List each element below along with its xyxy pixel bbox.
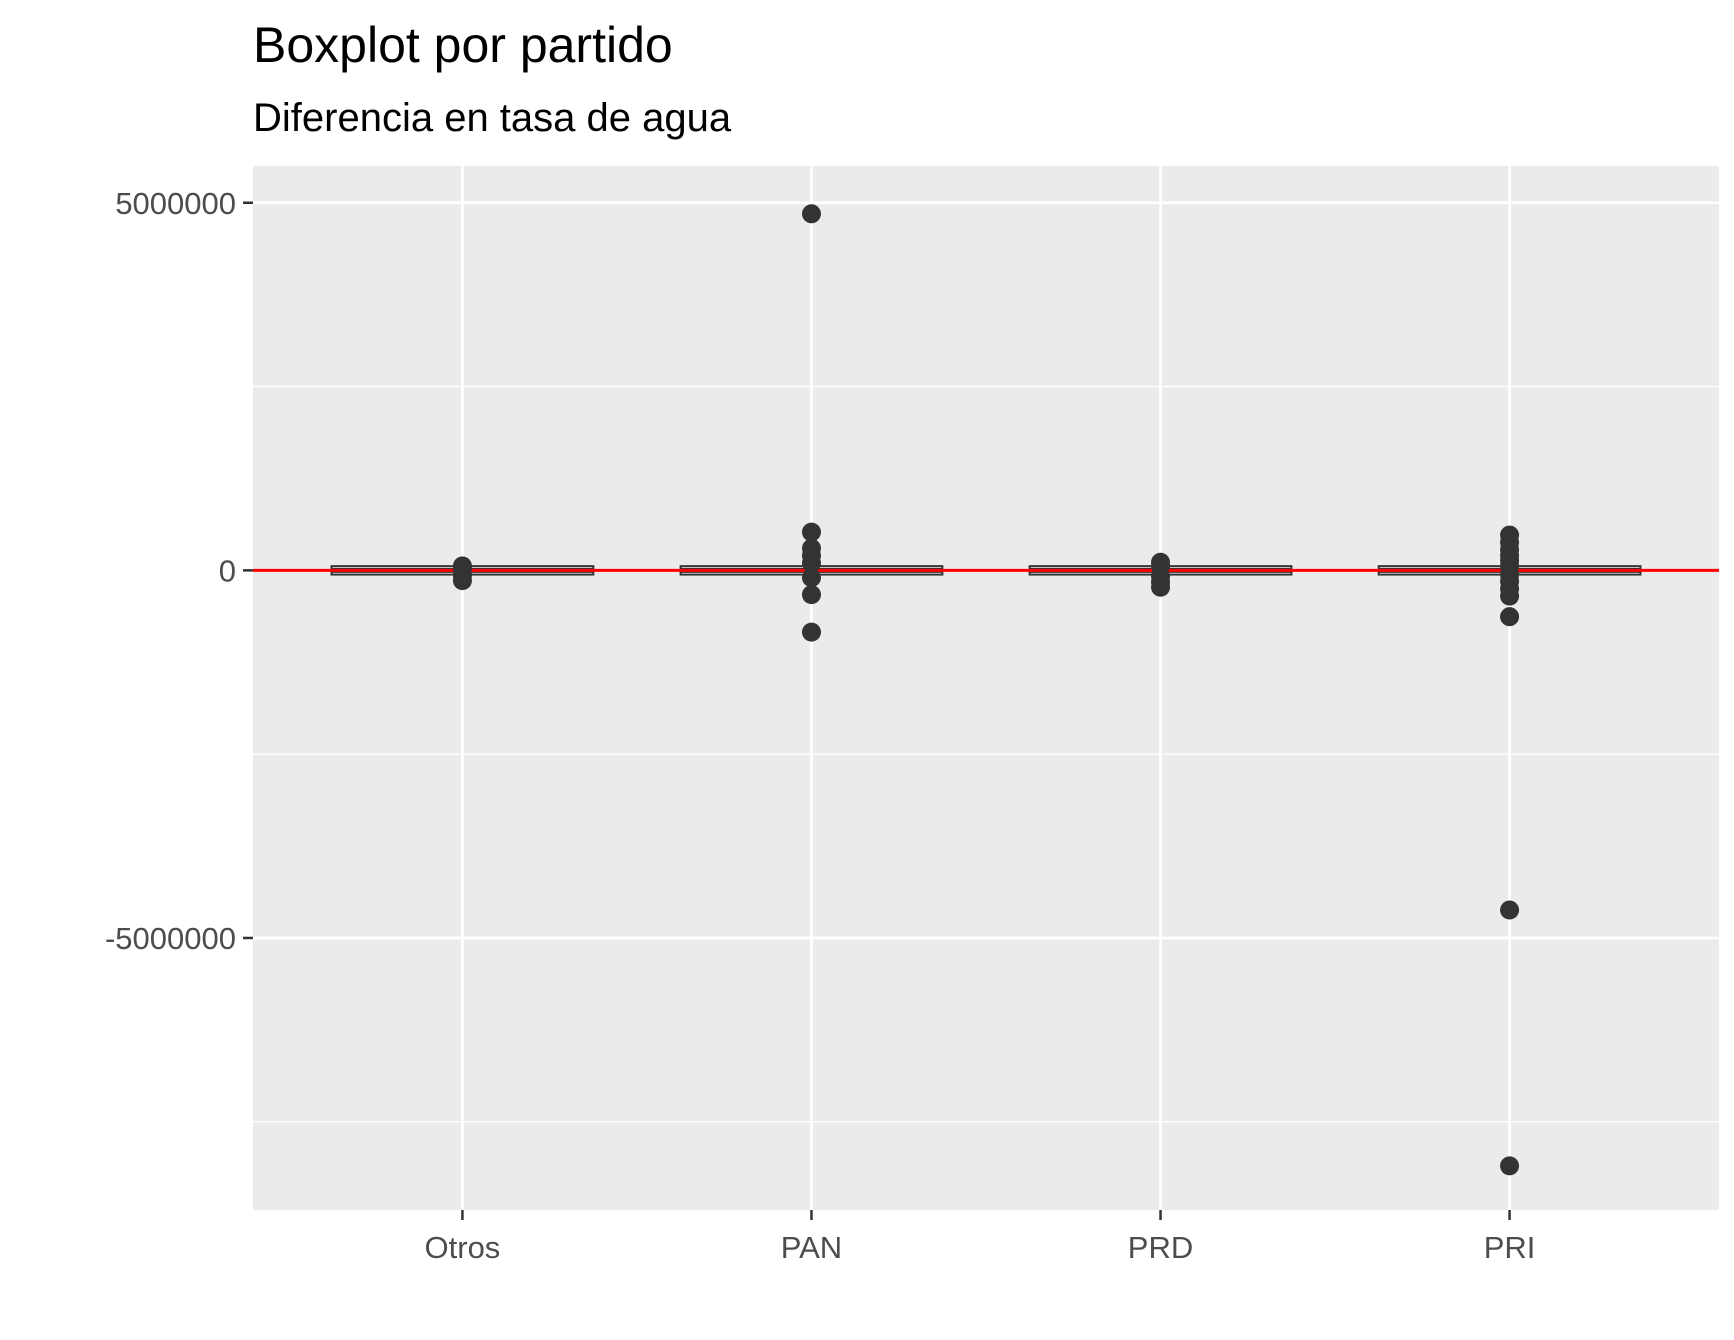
outlier-point-pan [801,622,821,642]
outlier-point-pan [801,553,821,573]
outlier-point-pri [1500,1156,1520,1176]
chart-title: Boxplot por partido [253,17,673,73]
plot-panel [253,166,1719,1210]
outlier-point-pri [1500,586,1520,606]
x-axis: Otros PAN PRD PRI [425,1210,1536,1265]
y-axis: 5000000 0 -5000000 [105,186,253,956]
chart-subtitle: Diferencia en tasa de agua [253,96,732,140]
x-tick-label-pan: PAN [781,1230,842,1265]
outlier-point-pri [1500,900,1520,920]
y-tick-label: -5000000 [105,921,236,956]
outlier-point-otros [452,571,472,591]
outlier-point-pan [801,568,821,588]
outlier-point-pri [1500,607,1520,627]
outlier-point-pan [801,585,821,605]
outlier-point-pan [801,204,821,224]
outlier-points [452,204,1520,1176]
y-tick-label: 0 [219,553,236,588]
x-tick-label-pri: PRI [1484,1230,1536,1265]
outlier-point-prd [1151,577,1171,597]
y-tick-label: 5000000 [115,186,236,221]
outlier-point-pan [801,522,821,542]
x-tick-label-otros: Otros [425,1230,501,1265]
x-tick-label-prd: PRD [1128,1230,1193,1265]
